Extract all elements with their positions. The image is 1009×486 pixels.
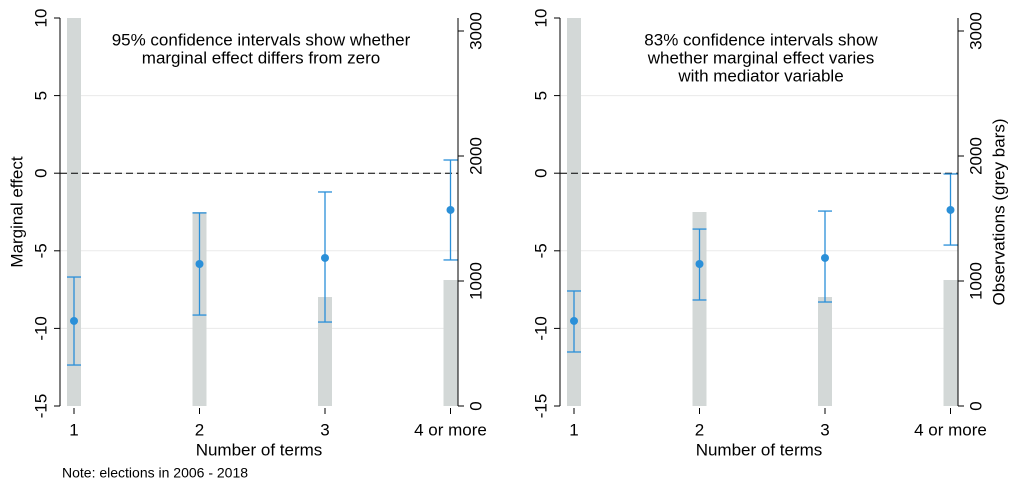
x-tick-label: 1 (69, 420, 78, 439)
y2-tick-label: 1000 (466, 262, 485, 300)
y-axis-label: Marginal effect (7, 156, 26, 267)
obs-bar (443, 280, 458, 406)
estimate-point (70, 316, 78, 325)
annotation: with mediator variable (677, 66, 843, 85)
y2-tick-label: 3000 (466, 12, 485, 50)
y-tick-label: -5 (531, 243, 550, 258)
x-tick-label: 2 (195, 420, 204, 439)
y-tick-label: 5 (531, 91, 550, 100)
y-tick-label: -10 (531, 316, 550, 341)
x-tick-label: 4 or more (914, 420, 987, 439)
y-tick-label: -15 (31, 394, 50, 419)
obs-bar (692, 212, 707, 406)
y2-tick-label: 2000 (466, 137, 485, 175)
x-tick-label: 3 (320, 420, 329, 439)
x-tick-label: 3 (820, 420, 829, 439)
x-axis-label: Number of terms (696, 440, 823, 459)
obs-bar (943, 280, 958, 406)
obs-bar (318, 297, 332, 406)
obs-bar (67, 18, 81, 406)
y-tick-label: 0 (31, 168, 50, 177)
y-tick-label: -15 (531, 394, 550, 419)
estimate-point (570, 316, 578, 325)
y-tick-label: 5 (31, 91, 50, 100)
y-tick-label: -10 (31, 316, 50, 341)
y2-tick-label: 0 (966, 401, 985, 410)
x-axis-label: Number of terms (196, 440, 323, 459)
x-tick-label: 4 or more (414, 420, 487, 439)
annotation: 83% confidence intervals show (644, 30, 878, 49)
annotation: marginal effect differs from zero (142, 48, 380, 67)
estimate-point (695, 259, 704, 268)
estimate-point (946, 205, 955, 214)
y2-tick-label: 0 (466, 401, 485, 410)
y2-tick-label: 1000 (966, 262, 985, 300)
estimate-point (821, 253, 829, 262)
annotation: whether marginal effect varies (647, 48, 874, 67)
y-tick-label: 0 (531, 168, 550, 177)
y2-axis-label: Observations (grey bars) (989, 118, 1008, 305)
estimate-point (195, 259, 204, 268)
y-tick-label: 10 (531, 9, 550, 28)
x-tick-label: 2 (695, 420, 704, 439)
estimate-point (446, 205, 455, 214)
y-tick-label: 10 (31, 9, 50, 28)
x-tick-label: 1 (569, 420, 578, 439)
obs-bar (818, 297, 832, 406)
estimate-point (321, 253, 329, 262)
y2-tick-label: 2000 (966, 137, 985, 175)
y-tick-label: -5 (31, 243, 50, 258)
y2-tick-label: 3000 (966, 12, 985, 50)
annotation: 95% confidence intervals show whether (112, 30, 411, 49)
obs-bar (567, 18, 581, 406)
note: Note: elections in 2006 - 2018 (62, 465, 248, 481)
